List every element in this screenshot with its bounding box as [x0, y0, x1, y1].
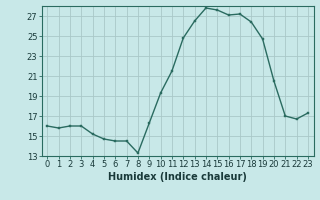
X-axis label: Humidex (Indice chaleur): Humidex (Indice chaleur) [108, 172, 247, 182]
